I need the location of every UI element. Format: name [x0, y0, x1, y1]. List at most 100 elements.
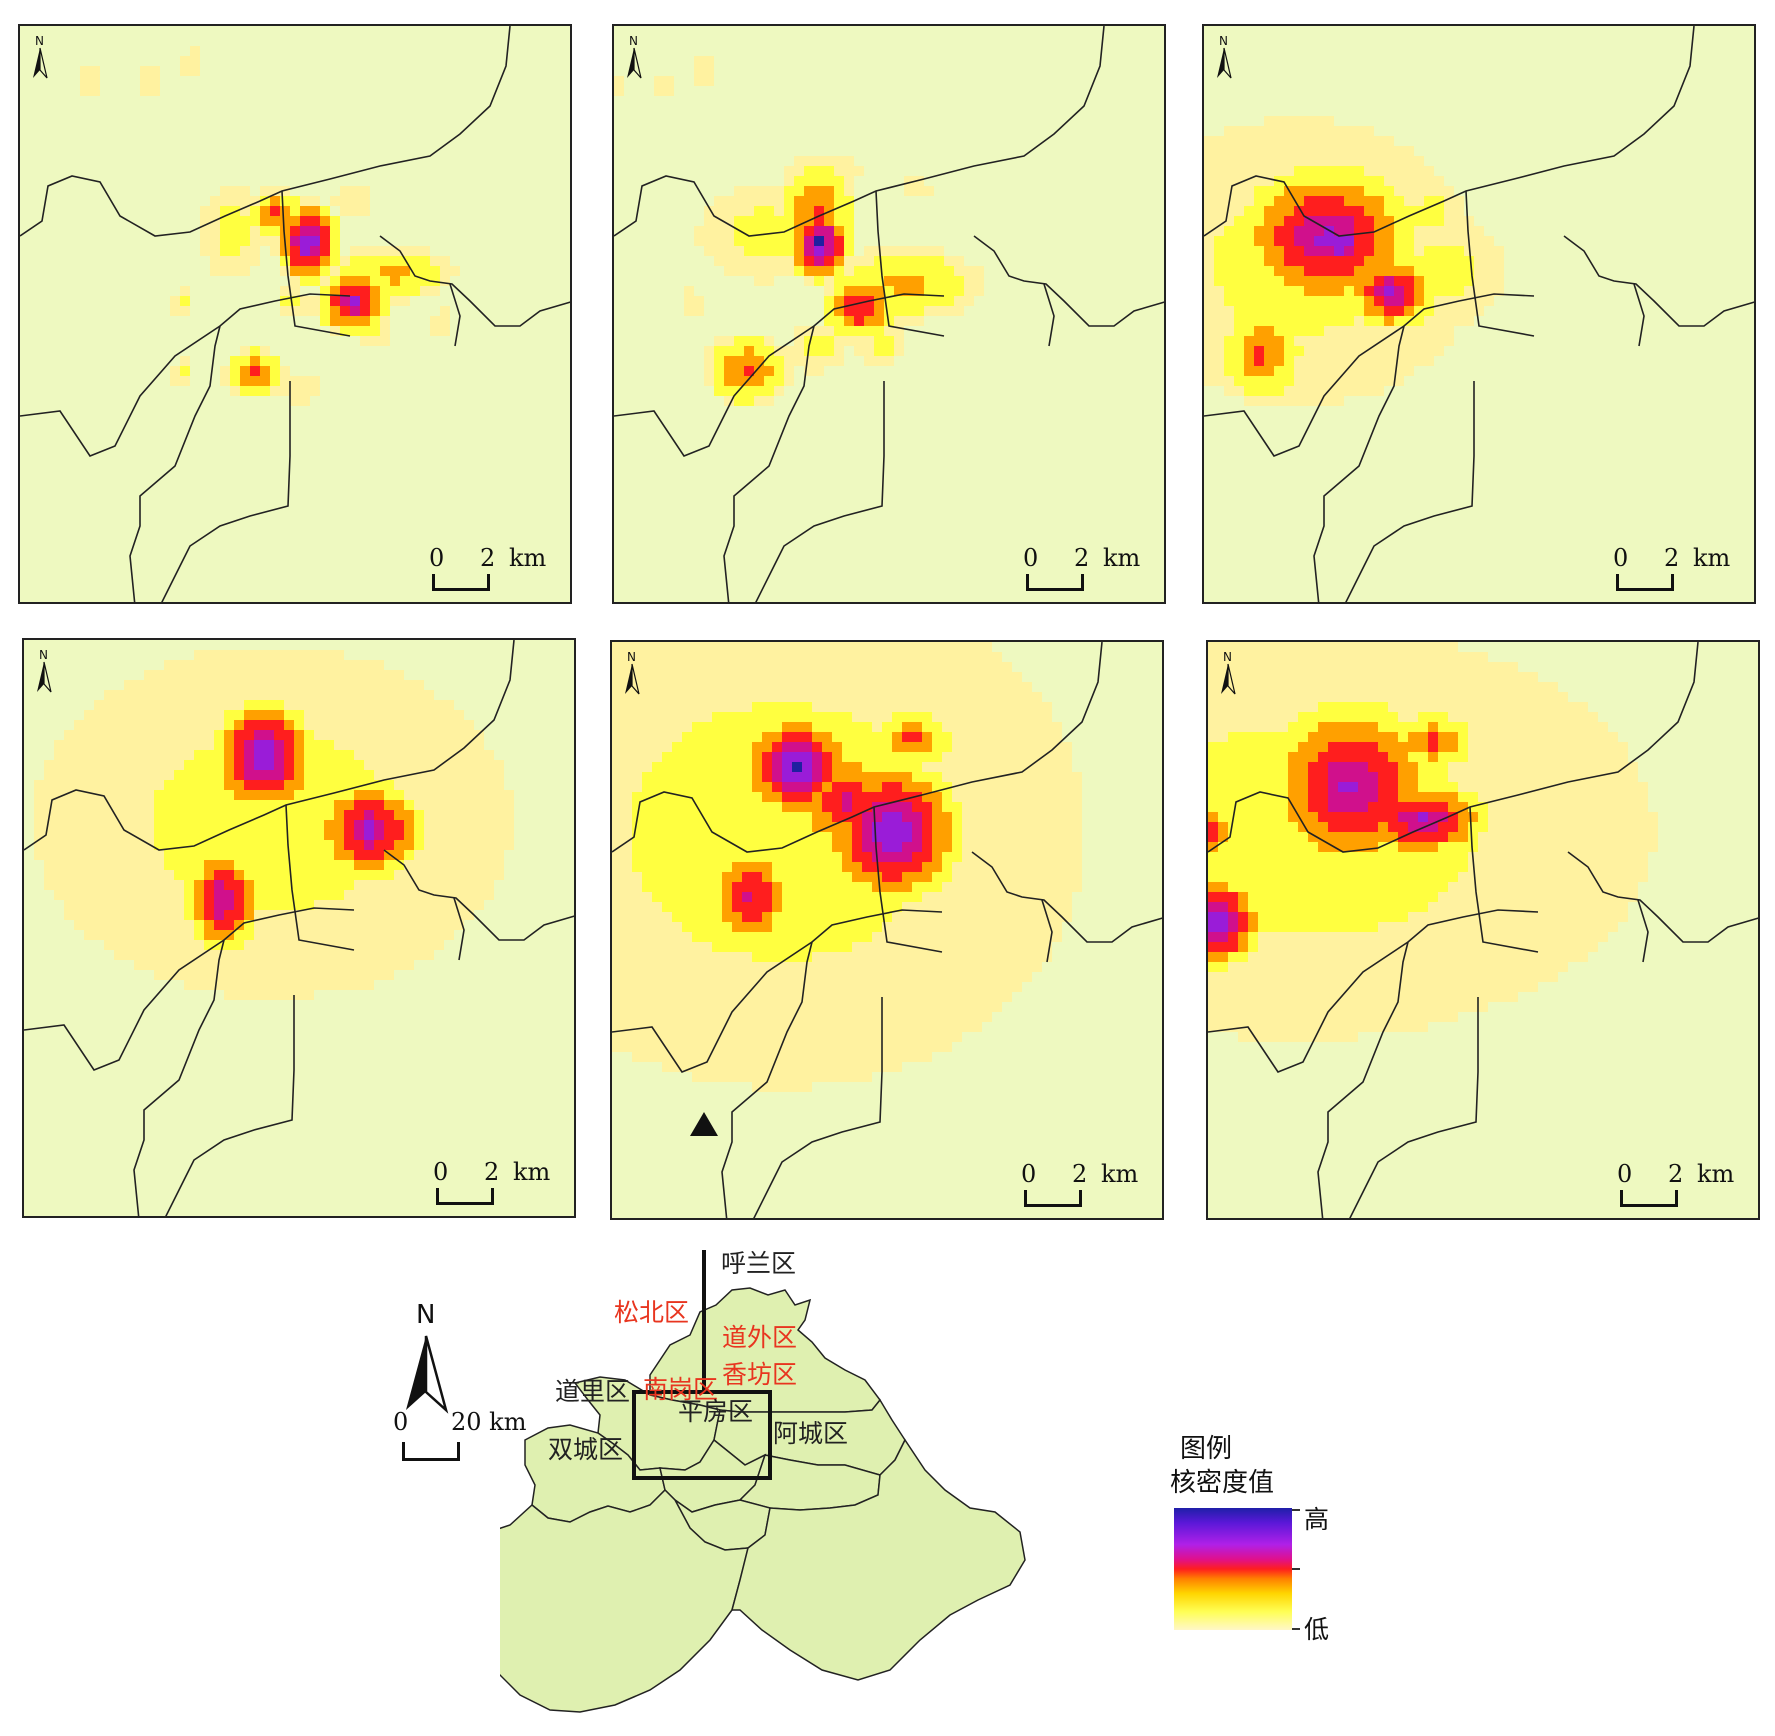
density-cell	[114, 930, 124, 940]
density-cell	[94, 830, 104, 840]
density-cell	[294, 830, 304, 840]
density-cell	[1384, 306, 1394, 316]
density-cell	[364, 920, 374, 930]
density-cell	[922, 992, 932, 1002]
density-cell	[1398, 732, 1408, 742]
density-cell	[982, 952, 992, 962]
density-cell	[682, 862, 692, 872]
density-cell	[234, 870, 244, 880]
density-cell	[1314, 326, 1324, 336]
density-cell	[374, 930, 384, 940]
density-cell	[1558, 742, 1568, 752]
density-cell	[672, 692, 682, 702]
density-cell	[1274, 326, 1284, 336]
density-cell	[762, 722, 772, 732]
density-cell	[1204, 346, 1214, 356]
density-cell	[952, 882, 962, 892]
density-cell	[454, 740, 464, 750]
density-cell	[772, 772, 782, 782]
density-cell	[244, 930, 254, 940]
density-cell	[1404, 156, 1414, 166]
density-cell	[742, 822, 752, 832]
density-cell	[1414, 326, 1424, 336]
density-cell	[1244, 276, 1254, 286]
density-cell	[254, 980, 264, 990]
density-cell	[1548, 732, 1558, 742]
density-cell	[474, 900, 484, 910]
density-cell	[1338, 742, 1348, 752]
density-cell	[1244, 256, 1254, 266]
density-cell	[982, 842, 992, 852]
density-cell	[854, 286, 864, 296]
density-cell	[144, 850, 154, 860]
density-cell	[722, 662, 732, 672]
density-cell	[374, 900, 384, 910]
density-cell	[742, 952, 752, 962]
density-cell	[882, 892, 892, 902]
density-cell	[224, 900, 234, 910]
density-cell	[742, 992, 752, 1002]
density-cell	[364, 900, 374, 910]
density-cell	[154, 710, 164, 720]
density-cell	[1394, 166, 1404, 176]
density-cell	[494, 820, 504, 830]
density-cell	[154, 880, 164, 890]
density-cell	[1304, 146, 1314, 156]
density-cell	[794, 256, 804, 266]
density-cell	[1374, 266, 1384, 276]
density-cell	[274, 880, 284, 890]
density-cell	[234, 860, 244, 870]
density-cell	[394, 870, 404, 880]
density-cell	[934, 276, 944, 286]
density-cell	[124, 690, 134, 700]
density-cell	[792, 742, 802, 752]
density-cell	[104, 720, 114, 730]
density-cell	[772, 932, 782, 942]
density-cell	[420, 286, 430, 296]
density-cell	[270, 196, 280, 206]
density-cell	[164, 830, 174, 840]
density-cell	[852, 1022, 862, 1032]
density-cell	[340, 316, 350, 326]
density-cell	[240, 376, 250, 386]
density-cell	[414, 850, 424, 860]
density-cell	[1248, 642, 1258, 652]
density-cell	[124, 830, 134, 840]
density-cell	[354, 980, 364, 990]
density-cell	[992, 762, 1002, 772]
density-cell	[384, 840, 394, 850]
density-cell	[802, 1072, 812, 1082]
density-cell	[982, 932, 992, 942]
density-cell	[420, 266, 430, 276]
density-cell	[882, 882, 892, 892]
density-cell	[210, 226, 220, 236]
density-cell	[962, 912, 972, 922]
density-cell	[1498, 702, 1508, 712]
density-cell	[744, 266, 754, 276]
density-cell	[434, 720, 444, 730]
density-cell	[824, 306, 834, 316]
density-cell	[632, 752, 642, 762]
density-cell	[962, 682, 972, 692]
density-cell	[1214, 276, 1224, 286]
density-cell	[264, 990, 274, 1000]
density-cell	[124, 720, 134, 730]
density-cell	[822, 692, 832, 702]
admin-boundary-line	[614, 293, 945, 457]
density-cell	[882, 642, 892, 652]
density-cell	[274, 710, 284, 720]
density-cell	[1358, 732, 1368, 742]
density-cell	[1254, 146, 1264, 156]
density-cell	[694, 306, 704, 316]
density-cell	[632, 842, 642, 852]
density-cell	[214, 840, 224, 850]
density-cell	[364, 670, 374, 680]
density-cell	[324, 900, 334, 910]
density-cell	[964, 276, 974, 286]
density-cell	[732, 972, 742, 982]
density-cell	[294, 820, 304, 830]
density-cell	[370, 276, 380, 286]
density-cell	[992, 892, 1002, 902]
density-cell	[1364, 196, 1374, 206]
density-cell	[504, 800, 514, 810]
